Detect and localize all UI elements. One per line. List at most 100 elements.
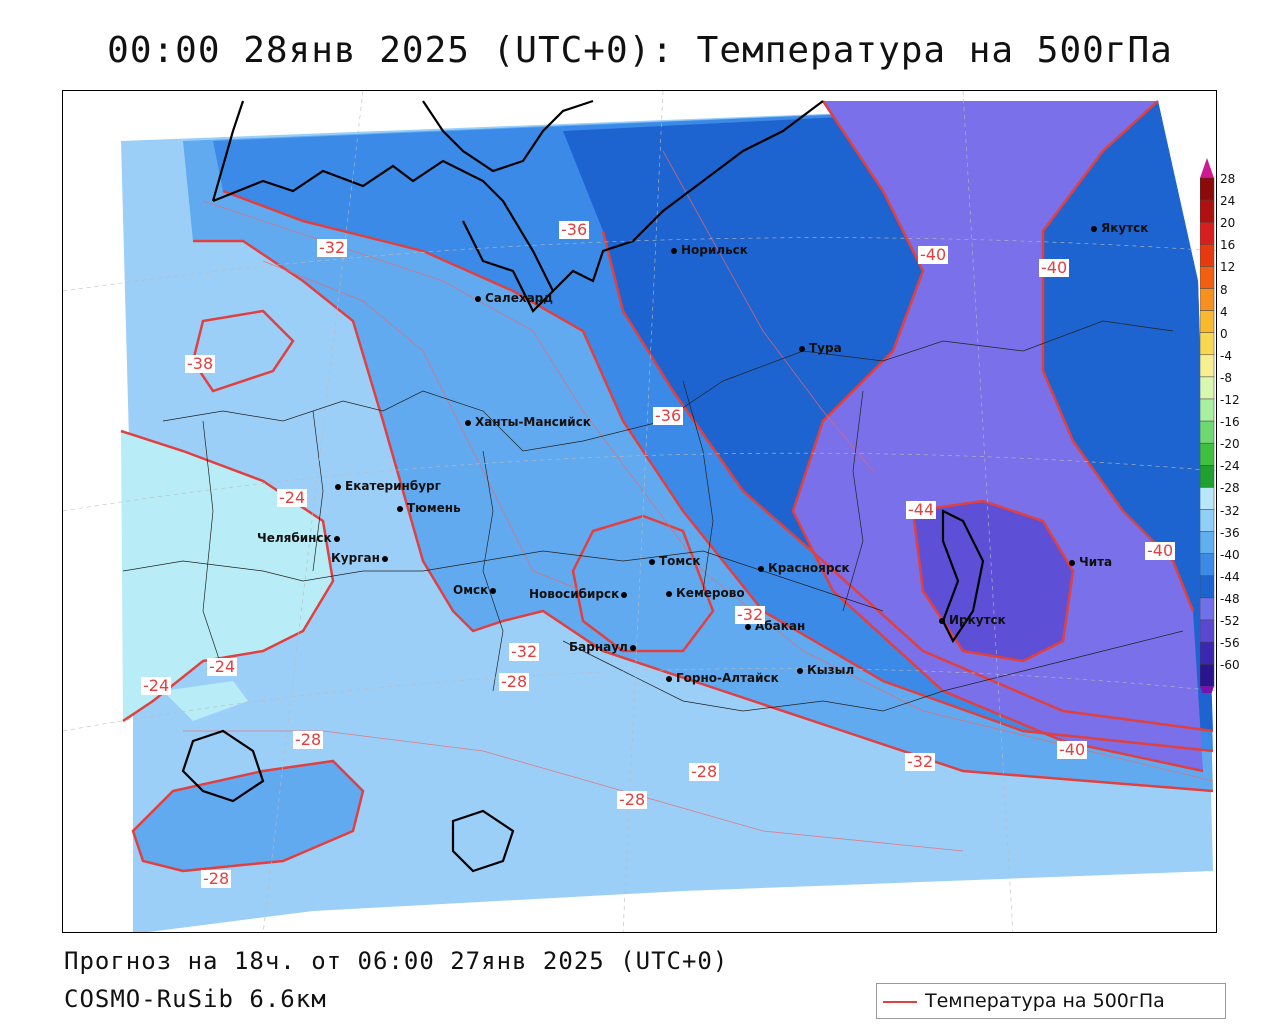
- contour-label: -40: [918, 245, 949, 264]
- scale-label: -32: [1220, 503, 1240, 518]
- scale-swatch: [1200, 376, 1215, 400]
- contour-label: -32: [509, 642, 540, 661]
- city-tomsk: Томск: [649, 554, 701, 568]
- city-kyzyl: Кызыл: [797, 663, 854, 677]
- city-irkutsk: Иркутск: [939, 613, 1006, 627]
- contour-label: -32: [317, 238, 348, 257]
- scale-label: 20: [1220, 216, 1236, 231]
- city-norilsk: Норильск: [671, 243, 748, 257]
- city-kemerovo: Кемерово: [666, 586, 745, 600]
- forecast-map: Норильск Салехард Тура Якутск Ханты-Манс…: [62, 90, 1217, 933]
- scale-swatch: [1200, 420, 1215, 444]
- legend-line: [883, 1001, 917, 1003]
- scale-top-arrow: [1200, 158, 1214, 178]
- contour-label: -32: [905, 752, 936, 771]
- city-omsk: Омск: [453, 583, 500, 597]
- scale-swatch: [1200, 531, 1215, 554]
- temp-pocket-28-south: [131, 759, 365, 873]
- coastline: [181, 99, 985, 873]
- graticule: [63, 91, 1216, 932]
- scale-label: -60: [1220, 658, 1240, 673]
- model-name: COSMO-RuSib 6.6км: [64, 985, 327, 1013]
- scale-label: -20: [1220, 437, 1240, 452]
- contour-lines: [120, 100, 1214, 793]
- legend-label: Температура на 500гПа: [925, 990, 1165, 1012]
- city-tura: Тура: [799, 341, 842, 355]
- contour-label: -40: [1057, 740, 1088, 759]
- scale-label: -56: [1220, 636, 1240, 651]
- color-scale: 28 24 20 16 12 8 4 0 -4 -8 -12 -16 -20 -24 -28 -32 -36 -4…: [1200, 158, 1260, 698]
- city-abakan: Абакан: [745, 619, 805, 633]
- scale-label: -24: [1220, 459, 1240, 474]
- city-salekhard: Салехард: [475, 291, 553, 305]
- scale-label: 24: [1220, 194, 1236, 209]
- map-canvas: [63, 91, 1216, 932]
- scale-label: -8: [1220, 370, 1232, 385]
- contour-label: -40: [1145, 541, 1176, 560]
- city-kurgan: Курган: [331, 551, 392, 565]
- scale-label: -48: [1220, 591, 1240, 606]
- scale-label: -52: [1220, 614, 1240, 628]
- contour-label: -36: [559, 220, 590, 239]
- contour-label: -28: [293, 730, 324, 749]
- scale-swatch: [1200, 199, 1215, 223]
- contour-label: -38: [185, 354, 216, 373]
- scale-label: 8: [1220, 282, 1228, 297]
- temp-zone-44: [793, 101, 1203, 771]
- city-yakutsk: Якутск: [1091, 221, 1148, 235]
- scale-swatch: [1200, 575, 1215, 599]
- scale-swatch: [1200, 663, 1215, 687]
- scale-label: -12: [1220, 393, 1240, 407]
- scale-label: 16: [1220, 238, 1236, 253]
- scale-label: 0: [1220, 326, 1228, 341]
- contour-label: -32: [735, 605, 766, 624]
- legend-box: Температура на 500гПа: [876, 983, 1226, 1019]
- contour-label: -28: [201, 869, 232, 888]
- scale-label: -28: [1220, 481, 1240, 496]
- city-khanty-mansiysk: Ханты-Мансийск: [465, 415, 591, 429]
- contour-label: -24: [207, 657, 238, 676]
- contour-label: -24: [277, 488, 308, 507]
- scale-swatch: [1200, 597, 1215, 621]
- city-krasnoyarsk: Красноярск: [758, 561, 850, 575]
- contour-label: -36: [653, 406, 684, 425]
- map-title: 00:00 28янв 2025 (UTC+0): Температура на…: [107, 30, 1173, 71]
- contour-label: -28: [617, 790, 648, 809]
- scale-swatch: [1200, 266, 1215, 289]
- city-yekaterinburg: Екатеринбург: [335, 479, 441, 493]
- scale-swatch: [1200, 354, 1215, 378]
- color-scale-bar: [1200, 158, 1215, 693]
- scale-swatch: [1200, 553, 1215, 577]
- city-gorno-altaysk: Горно-Алтайск: [666, 671, 779, 685]
- scale-label: 4: [1220, 304, 1228, 319]
- scale-swatch: [1200, 509, 1215, 532]
- scale-swatch: [1200, 641, 1215, 665]
- contour-label: -44: [906, 500, 937, 519]
- scale-label: -44: [1220, 569, 1240, 584]
- scale-swatch: [1200, 487, 1215, 510]
- scale-swatch: [1200, 310, 1215, 333]
- scale-swatch: [1200, 221, 1215, 245]
- scale-swatch: [1200, 244, 1215, 267]
- scale-swatch: [1200, 288, 1215, 311]
- city-chita: Чита: [1069, 555, 1112, 569]
- scale-label: 28: [1220, 172, 1236, 186]
- scale-swatch: [1200, 442, 1215, 466]
- contour-label: -40: [1039, 258, 1070, 277]
- scale-label: -36: [1220, 525, 1240, 540]
- contour-label: -28: [689, 762, 720, 781]
- scale-label: -16: [1220, 415, 1240, 430]
- scale-label: -40: [1220, 547, 1240, 562]
- temp-pocket-28-tomsk: [571, 514, 715, 653]
- scale-swatch: [1200, 177, 1215, 201]
- city-chelyabinsk: Челябинск: [257, 531, 344, 545]
- city-novosibirsk: Новосибирск: [529, 587, 631, 601]
- forecast-info: Прогноз на 18ч. от 06:00 27янв 2025 (UTC…: [64, 947, 729, 975]
- scale-swatch: [1200, 465, 1215, 488]
- scale-label: 12: [1220, 260, 1236, 275]
- scale-swatch: [1200, 398, 1215, 422]
- city-barnaul: Барнаул: [569, 640, 640, 654]
- scale-swatch: [1200, 332, 1215, 356]
- scale-label: -4: [1220, 348, 1232, 363]
- scale-bottom-arrow: [1200, 686, 1214, 693]
